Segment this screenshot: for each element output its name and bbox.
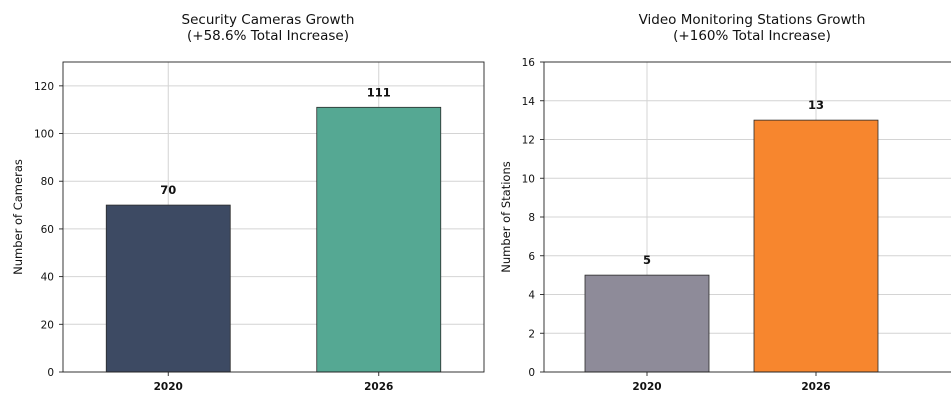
data-label: 5: [643, 253, 651, 267]
chart-title: Security Cameras Growth: [182, 12, 355, 28]
y-tick-label: 60: [41, 224, 54, 236]
y-tick-label: 40: [41, 272, 54, 284]
plot-frame: [62, 61, 485, 373]
x-tick-label: 2020: [154, 381, 183, 393]
chart-subtitle: (+58.6% Total Increase): [187, 28, 349, 44]
y-axis-label: Number of Cameras: [11, 159, 25, 275]
y-tick-label: 4: [528, 290, 535, 302]
data-label: 111: [367, 85, 391, 99]
y-tick-label: 6: [528, 251, 535, 263]
y-tick-label: 10: [522, 173, 535, 185]
y-tick-label: 0: [528, 367, 535, 379]
y-tick-label: 12: [522, 135, 535, 147]
data-label: 13: [808, 98, 824, 112]
bar-2020: [105, 204, 231, 373]
y-axis-label: Number of Stations: [499, 161, 513, 272]
chart-panel-2: 5 13 0 2 4 6 8 10 12 14 16 2020 2026 Video Monitoring…: [499, 12, 951, 393]
x-tick-label: 2026: [364, 381, 393, 393]
y-tick-label: 14: [522, 96, 536, 108]
data-label: 70: [160, 183, 176, 197]
y-tick-label: 0: [47, 367, 54, 379]
chart-panel-1: 70 111 0 20 40 60 80 100 120 2020 2026 Security Cam…: [11, 12, 485, 393]
y-tick-label: 16: [522, 57, 536, 69]
y-tick-label: 8: [528, 212, 535, 224]
chart-subtitle: (+160% Total Increase): [673, 28, 831, 44]
chart-title: Video Monitoring Stations Growth: [639, 12, 866, 28]
bar-2020: [584, 274, 710, 373]
bar-2026: [316, 106, 442, 373]
y-tick-label: 2: [528, 328, 535, 340]
y-tick-label: 20: [41, 319, 54, 331]
y-tick-label: 80: [41, 176, 54, 188]
y-tick-label: 100: [34, 129, 54, 141]
x-tick-label: 2020: [632, 381, 661, 393]
bar-2026: [753, 119, 879, 373]
x-tick-label: 2026: [801, 381, 830, 393]
y-tick-label: 120: [34, 81, 54, 93]
